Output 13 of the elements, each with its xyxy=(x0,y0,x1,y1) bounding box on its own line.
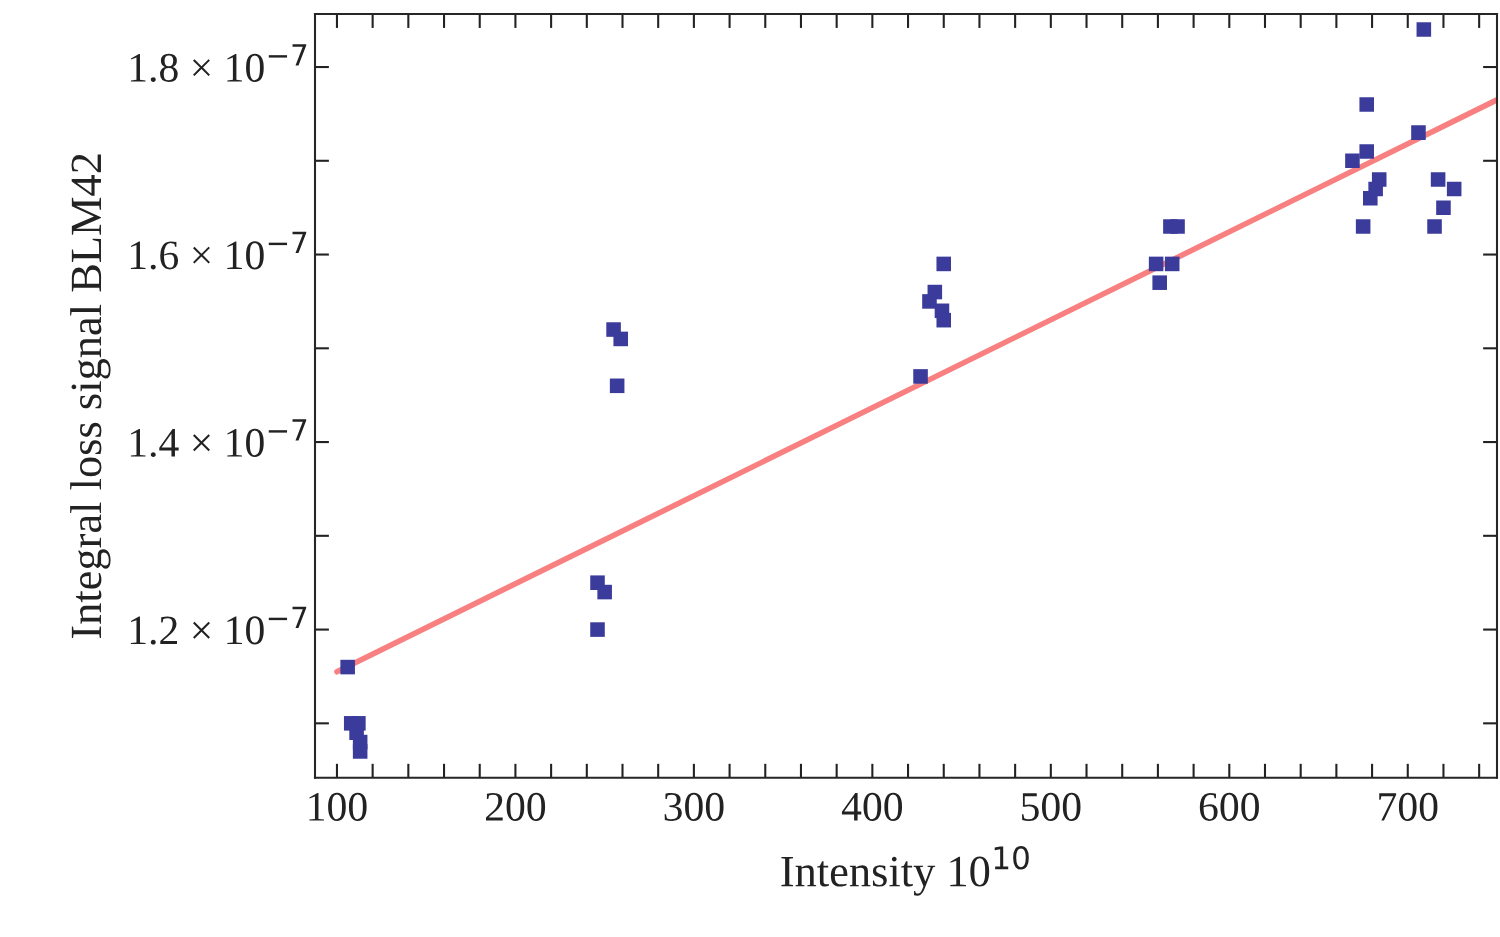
x-tick-label: 300 xyxy=(664,792,724,821)
y-axis-title: Integral loss signal BLM42 xyxy=(70,154,111,639)
x-tick-label: 600 xyxy=(1199,792,1259,821)
y-tick-label: 1.8 × 10$^{−7}$ xyxy=(130,44,307,83)
y-tick-label: 1.4 × 10$^{−7}$ xyxy=(130,419,307,458)
x-tick-label: 200 xyxy=(486,792,546,821)
x-tick-label: 500 xyxy=(1022,792,1081,821)
x-tick-label: 700 xyxy=(1379,792,1438,821)
x-tick-label: 100 xyxy=(309,792,367,821)
x-tick-label: 400 xyxy=(841,792,903,821)
y-tick-label: 1.6 × 10$^{−7}$ xyxy=(130,231,307,270)
x-axis-title: Intensity 10$^{10}$ xyxy=(781,846,1029,896)
y-tick-label: 1.2 × 10$^{−7}$ xyxy=(130,606,307,645)
